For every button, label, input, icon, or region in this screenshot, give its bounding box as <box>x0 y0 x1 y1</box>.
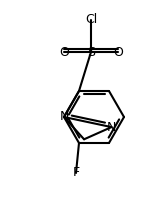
Text: O: O <box>59 46 69 58</box>
Text: N: N <box>107 121 116 134</box>
Text: O: O <box>113 46 123 58</box>
Text: Cl: Cl <box>85 14 97 27</box>
Text: S: S <box>87 46 95 58</box>
Text: F: F <box>73 167 79 179</box>
Text: N: N <box>59 111 69 124</box>
